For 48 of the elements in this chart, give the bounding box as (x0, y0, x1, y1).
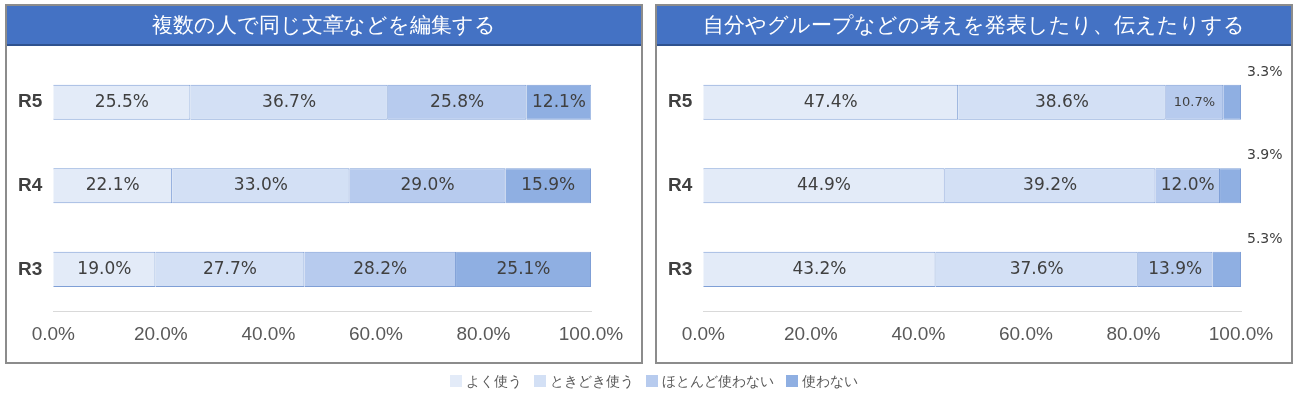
data-label: 25.1% (496, 257, 551, 278)
data-label: 22.1% (85, 174, 140, 195)
chart-title: 自分やグループなどの考えを発表したり、伝えたりする (657, 6, 1291, 46)
chart-title: 複数の人で同じ文章などを編集する (7, 6, 641, 46)
y-tick-label: R5 (667, 90, 693, 112)
data-label: 36.7% (262, 90, 317, 111)
y-tick-label: R3 (17, 257, 43, 279)
data-label: 12.1% (532, 90, 587, 111)
legend-label: 使わない (801, 373, 858, 389)
x-tick-label: 60.0% (998, 322, 1053, 344)
x-tick-label: 80.0% (456, 322, 511, 344)
data-label: 13.9% (1148, 257, 1203, 278)
y-tick-label: R4 (667, 174, 693, 196)
data-label: 44.9% (797, 174, 852, 195)
data-label: 25.5% (94, 90, 149, 111)
x-tick-label: 20.0% (783, 322, 838, 344)
data-label: 39.2% (1023, 174, 1078, 195)
data-label: 15.9% (521, 174, 576, 195)
x-tick-label: 100.0% (558, 322, 624, 344)
data-label: 27.7% (202, 257, 257, 278)
data-label: 3.3% (1247, 62, 1283, 79)
data-label: 12.0% (1160, 174, 1215, 195)
x-tick-label: 100.0% (1208, 322, 1274, 344)
x-tick-label: 40.0% (241, 322, 296, 344)
x-tick-label: 80.0% (1106, 322, 1161, 344)
y-tick-label: R5 (17, 90, 43, 112)
data-label: 3.9% (1247, 146, 1283, 163)
x-tick-label: 0.0% (31, 322, 76, 344)
x-tick-label: 0.0% (681, 322, 726, 344)
x-tick-label: 20.0% (133, 322, 188, 344)
y-tick-label: R3 (667, 257, 693, 279)
data-label: 38.6% (1034, 90, 1089, 111)
y-tick-label: R4 (17, 174, 43, 196)
x-tick-label: 60.0% (348, 322, 403, 344)
data-label: 47.4% (803, 90, 858, 111)
data-label: 43.2% (792, 257, 847, 278)
data-label: 5.3% (1247, 230, 1283, 247)
data-label: 37.6% (1009, 257, 1064, 278)
x-tick-label: 40.0% (891, 322, 946, 344)
data-label: 10.7% (1173, 93, 1216, 109)
legend-label: ときどき使う (549, 373, 634, 389)
legend-label: よく使う (465, 373, 522, 389)
legend-label: ほとんど使わない (661, 373, 774, 389)
data-label: 29.0% (400, 174, 455, 195)
data-label: 19.0% (77, 257, 132, 278)
data-label: 33.0% (233, 174, 288, 195)
data-label: 25.8% (430, 90, 485, 111)
data-label: 28.2% (353, 257, 408, 278)
